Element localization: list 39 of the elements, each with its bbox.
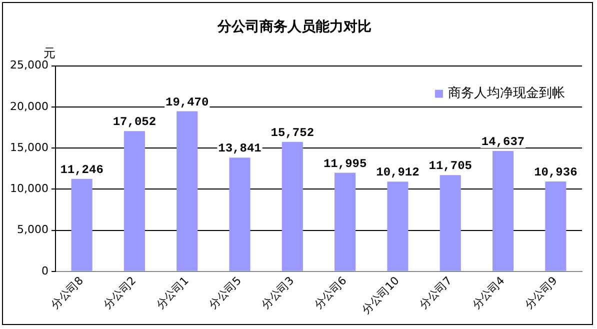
- y-tick-label: 15,000: [10, 140, 48, 154]
- legend-label: 商务人均净现金到帐: [448, 86, 565, 102]
- y-tick-label: 0: [41, 264, 48, 278]
- chart-title: 分公司商务人员能力对比: [216, 18, 372, 36]
- y-tick-label: 25,000: [10, 58, 48, 72]
- y-tick-label: 5,000: [16, 223, 48, 236]
- x-tick-label: 分公司1: [154, 274, 192, 312]
- data-label: 13,841: [218, 142, 262, 156]
- x-tick-label: 分公司10: [359, 274, 402, 316]
- x-tick-label: 分公司8: [48, 274, 86, 312]
- data-label: 10,936: [534, 165, 578, 180]
- bar: [440, 175, 461, 271]
- bar: [282, 142, 303, 271]
- bar: [387, 182, 408, 271]
- bar: [492, 151, 514, 271]
- y-tick-label: 10,000: [10, 182, 48, 196]
- bar: [545, 181, 566, 271]
- x-tick-label: 分公司6: [312, 274, 350, 312]
- x-tick-label: 分公司2: [101, 274, 139, 312]
- x-tick-label: 分公司4: [470, 274, 508, 312]
- x-tick-label: 分公司3: [259, 274, 297, 312]
- data-label: 11,995: [323, 156, 367, 171]
- y-tick-label: 20,000: [10, 100, 48, 113]
- bar: [229, 158, 250, 271]
- data-label: 15,752: [270, 126, 314, 140]
- data-label: 11,246: [60, 162, 104, 177]
- x-tick-label: 分公司7: [417, 274, 455, 312]
- data-label: 11,705: [428, 159, 472, 174]
- data-label: 14,637: [481, 135, 525, 150]
- data-label: 17,052: [112, 115, 156, 130]
- bar: [176, 111, 198, 271]
- x-tick-label: 分公司5: [206, 274, 244, 312]
- data-label: 19,470: [166, 95, 209, 110]
- bar: [124, 131, 145, 271]
- y-axis-title: 元: [43, 46, 56, 60]
- x-tick-label: 分公司9: [522, 274, 560, 312]
- bar: [71, 178, 92, 271]
- data-label: 10,912: [376, 166, 420, 180]
- bar: [334, 172, 356, 271]
